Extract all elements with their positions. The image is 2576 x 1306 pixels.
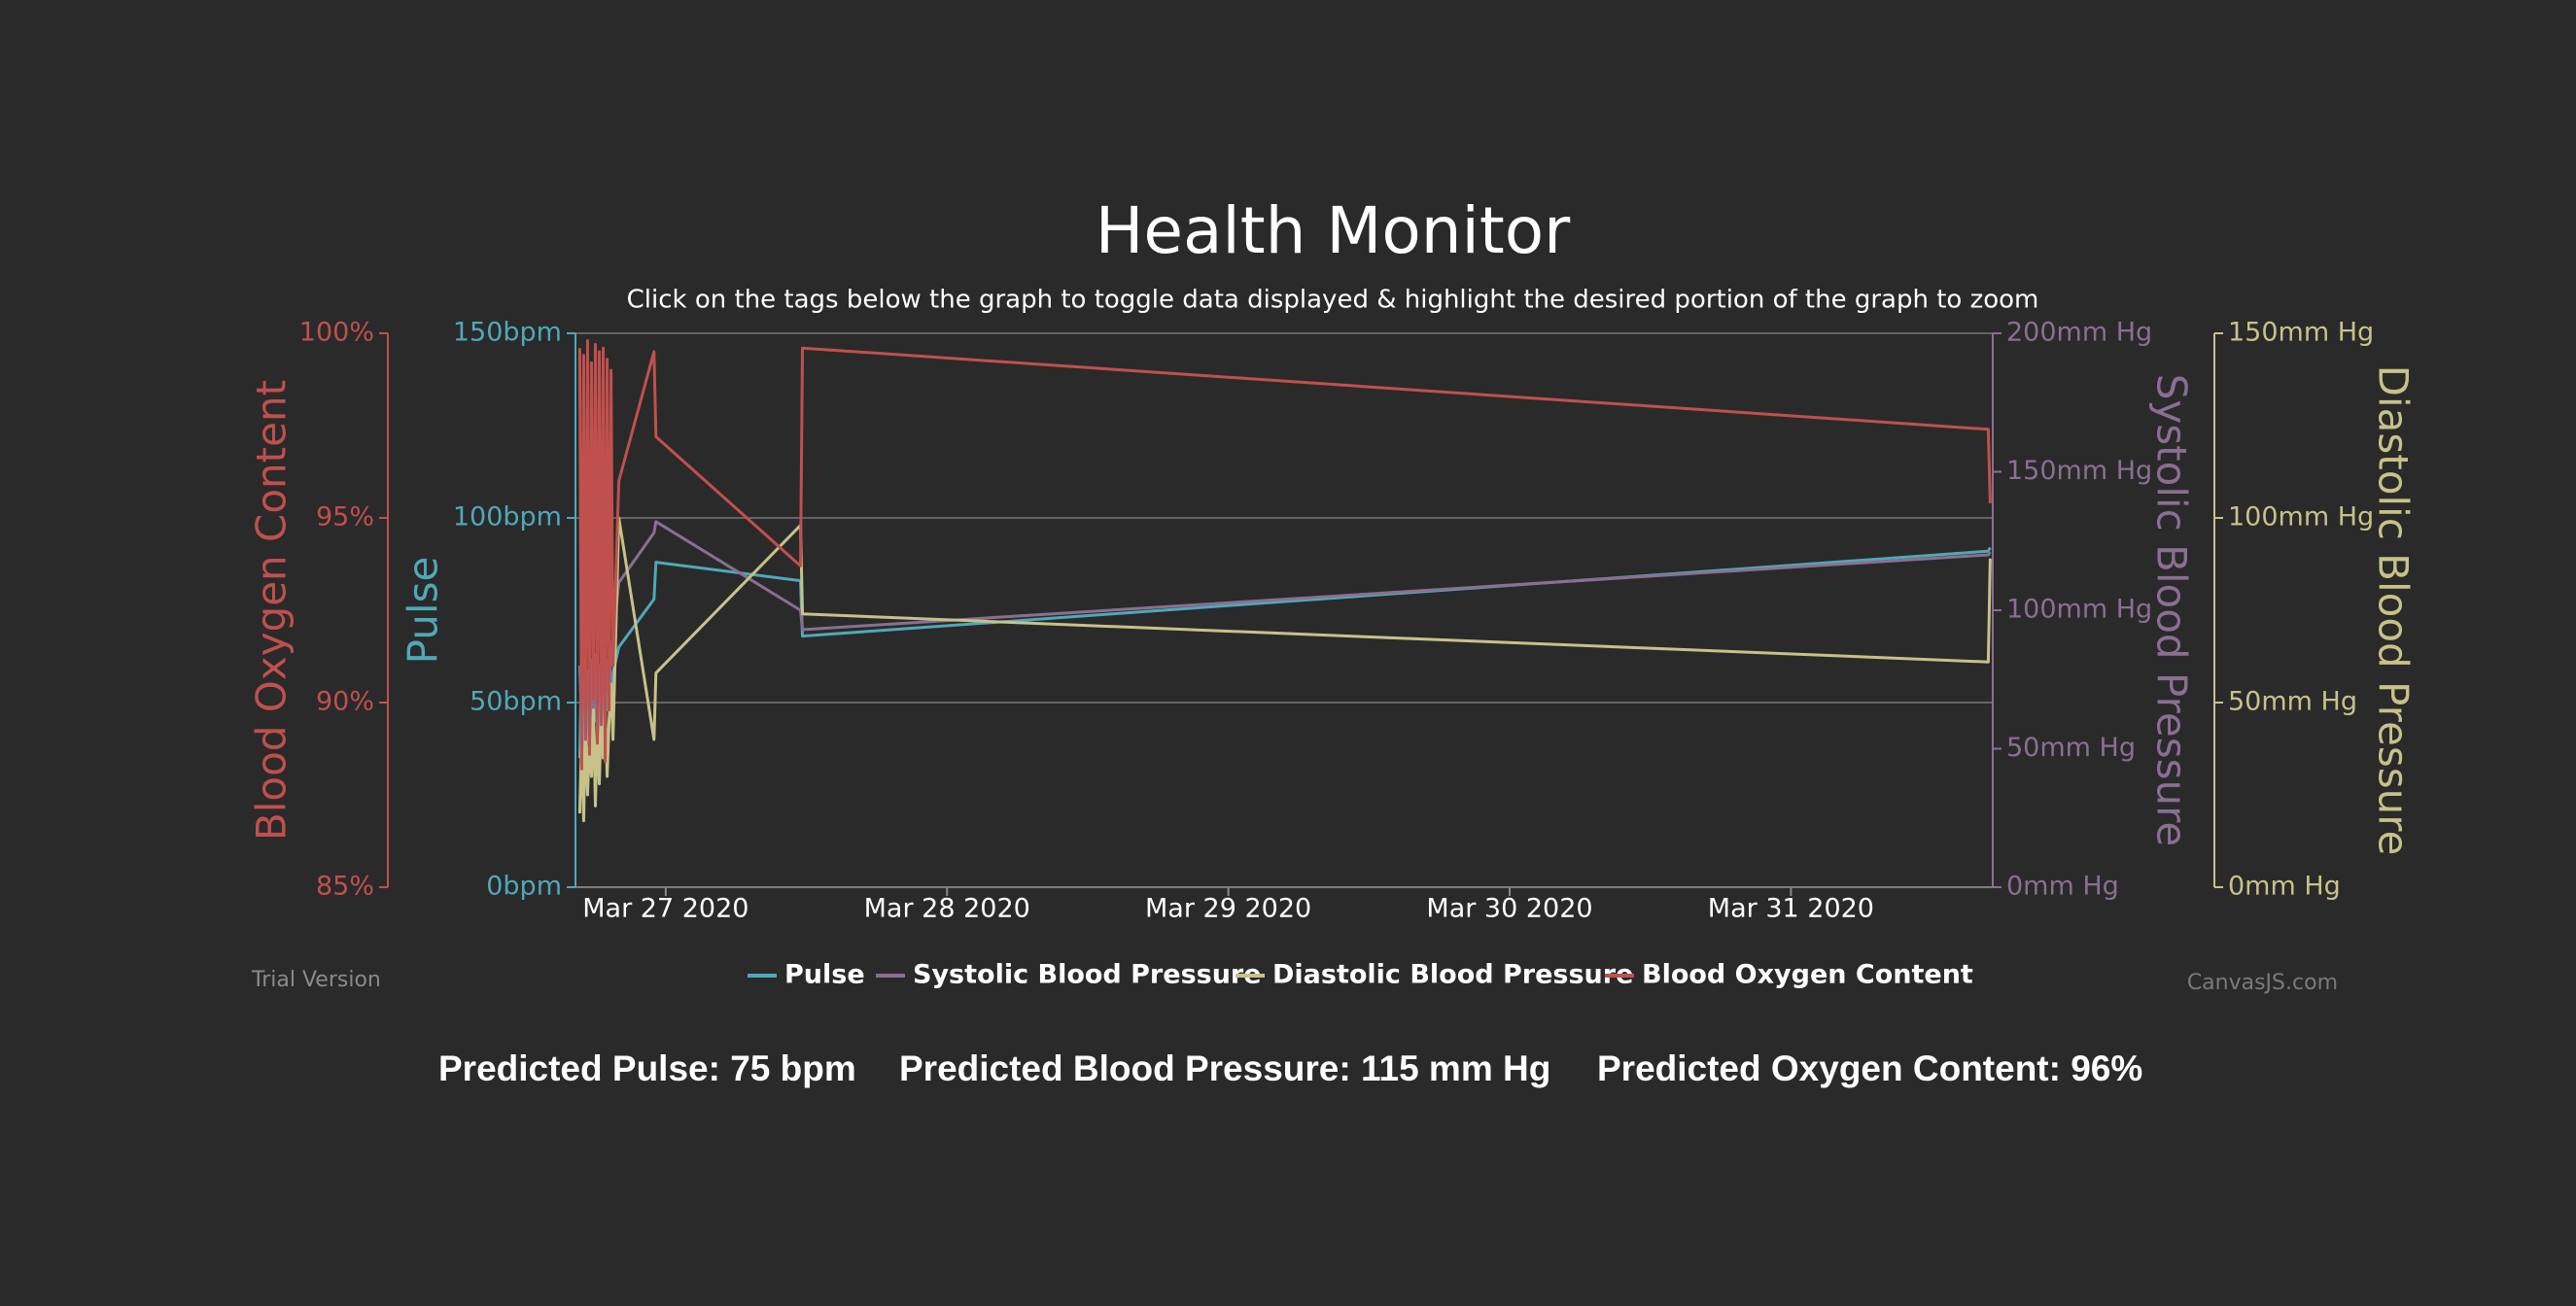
y-axis-title: Systolic Blood Pressure [2148,374,2196,847]
y-tick-label: 0bpm [486,872,562,902]
x-tick-label: Mar 30 2020 [1426,894,1592,924]
legend-label[interactable]: Blood Oxygen Content [1642,960,1973,990]
y-tick-label: 150mm Hg [2228,318,2374,348]
x-tick-label: Mar 28 2020 [864,894,1030,924]
y-tick-label: 0mm Hg [2228,872,2341,902]
prediction: Predicted Pulse: 75 bpm [438,1048,856,1088]
y-tick-label: 85% [316,872,374,902]
chart-subtitle: Click on the tags below the graph to tog… [627,286,2039,315]
y-tick-label: 0mm Hg [2006,872,2119,902]
y-axis-title: Blood Oxygen Content [248,380,296,841]
legend-label[interactable]: Systolic Blood Pressure [913,960,1262,990]
x-tick-label: Mar 29 2020 [1145,894,1311,924]
x-tick-label: Mar 31 2020 [1708,894,1874,924]
legend-label[interactable]: Diastolic Blood Pressure [1272,960,1633,990]
y-axis-title: Diastolic Blood Pressure [2370,365,2418,856]
series-line [577,339,1992,771]
y-tick-label: 50mm Hg [2006,733,2136,763]
y-tick-label: 50bpm [470,687,562,717]
prediction: Predicted Oxygen Content: 96% [1597,1048,2142,1088]
y-tick-label: 150mm Hg [2006,456,2152,486]
y-tick-label: 90% [316,687,374,717]
prediction: Predicted Blood Pressure: 115 mm Hg [899,1048,1550,1088]
chart-title: Health Monitor [1096,193,1571,268]
y-axis-title: Pulse [400,557,447,665]
y-tick-label: 100% [299,318,374,348]
legend-label[interactable]: Pulse [784,960,865,990]
series-line [577,516,1992,823]
x-tick-label: Mar 27 2020 [582,894,748,924]
y-tick-label: 100bpm [453,502,562,533]
y-tick-label: 100mm Hg [2228,502,2374,533]
y-tick-label: 100mm Hg [2006,595,2152,625]
trial-note: Trial Version [251,968,381,992]
credit[interactable]: CanvasJS.com [2187,971,2338,995]
y-tick-label: 200mm Hg [2006,318,2152,348]
y-tick-label: 150bpm [453,318,562,348]
y-tick-label: 50mm Hg [2228,687,2357,717]
y-tick-label: 95% [316,502,374,533]
